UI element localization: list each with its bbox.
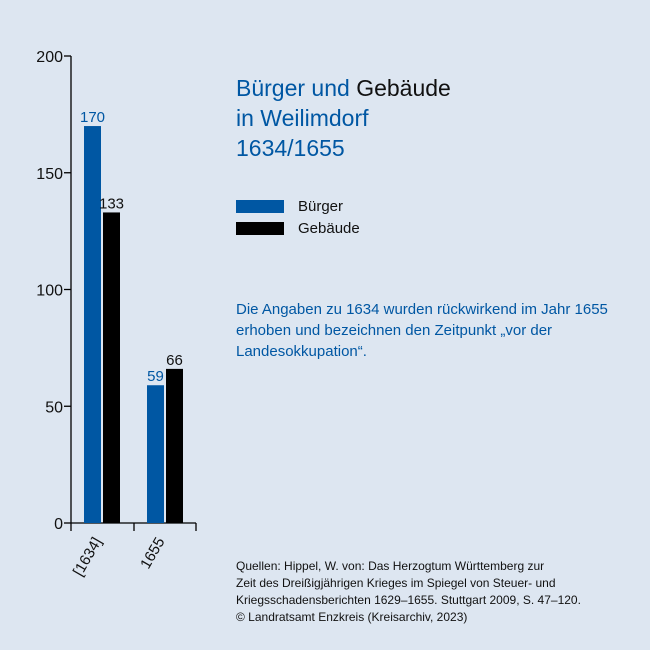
legend-swatch-gebaeude xyxy=(236,221,284,235)
bar-value-label: 59 xyxy=(147,368,164,385)
y-tick-label: 150 xyxy=(36,166,63,183)
sources-line-4: © Landratsamt Enzkreis (Kreisarchiv, 202… xyxy=(236,610,468,624)
chart-title: Bürger und Gebäude in Weilimdorf 1634/16… xyxy=(236,73,451,163)
title-line-3: 1634/1655 xyxy=(236,135,345,161)
legend: Bürger Gebäude xyxy=(236,195,360,239)
note-text: Die Angaben zu 1634 wurden rückwirkend i… xyxy=(236,301,608,360)
bar-value-label: 66 xyxy=(166,352,183,369)
legend-item-buerger: Bürger xyxy=(236,195,360,217)
sources-line-2: Zeit des Dreißigjährigen Krieges im Spie… xyxy=(236,576,556,590)
legend-label-gebaeude: Gebäude xyxy=(298,219,360,237)
bar-value-label: 133 xyxy=(99,195,124,212)
y-tick-label: 50 xyxy=(45,399,63,416)
y-tick-label: 200 xyxy=(36,49,63,66)
sources-line-1: Quellen: Hippel, W. von: Das Herzogtum W… xyxy=(236,559,545,573)
title-part-buerger: Bürger und xyxy=(236,75,357,101)
title-line-2: in Weilimdorf xyxy=(236,105,369,131)
legend-item-gebaeude: Gebäude xyxy=(236,217,360,239)
bar xyxy=(166,368,183,523)
bar xyxy=(84,126,101,524)
x-category-label: 1655 xyxy=(137,535,168,572)
bar xyxy=(147,385,164,523)
title-part-gebaeude: Gebäude xyxy=(356,75,451,101)
bar-value-label: 170 xyxy=(80,109,105,126)
legend-swatch-buerger xyxy=(236,199,284,213)
legend-label-buerger: Bürger xyxy=(298,197,344,215)
sources-line-3: Kriegsschadensberichten 1629–1655. Stutt… xyxy=(236,593,581,607)
y-tick-label: 100 xyxy=(36,283,63,300)
y-tick-label: 0 xyxy=(54,516,63,533)
sources: Quellen: Hippel, W. von: Das Herzogtum W… xyxy=(236,558,636,626)
bar xyxy=(103,212,120,523)
x-category-label: [1634] xyxy=(70,535,106,580)
